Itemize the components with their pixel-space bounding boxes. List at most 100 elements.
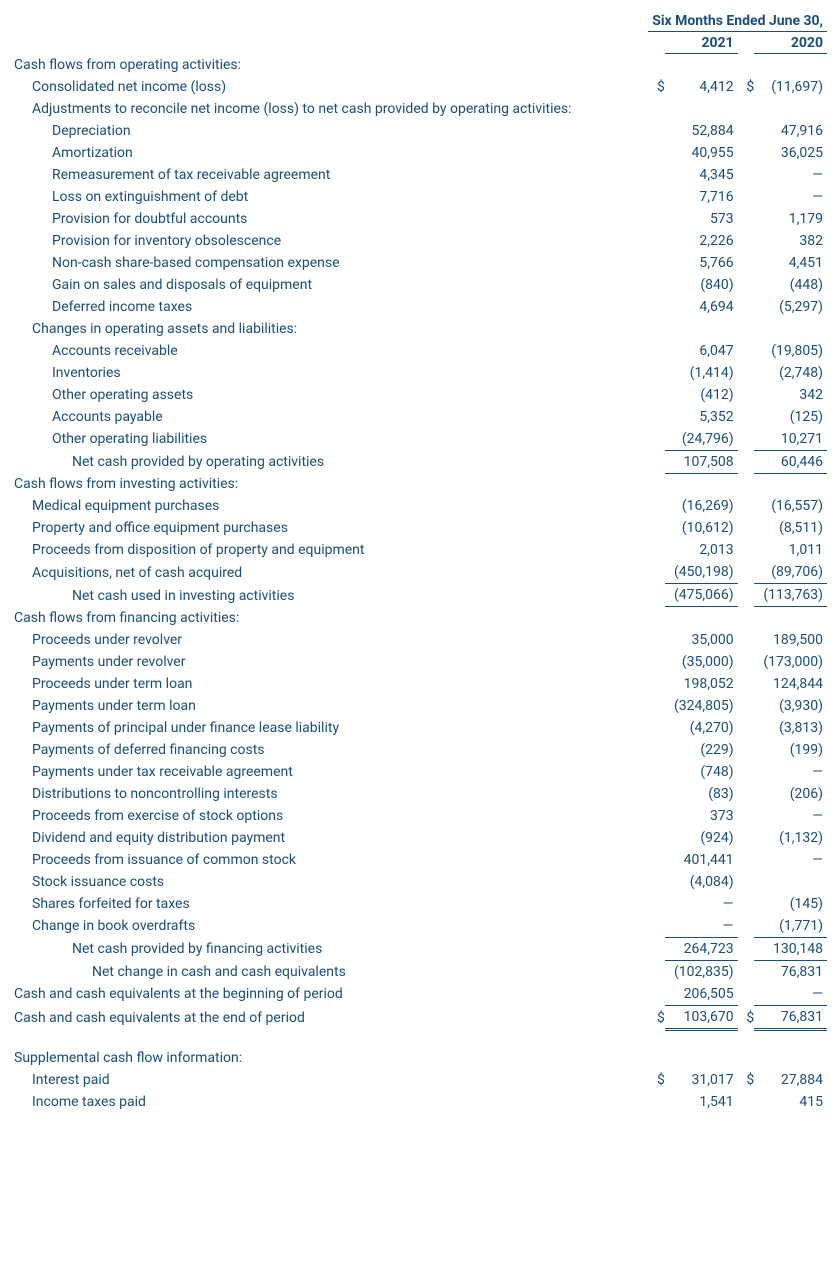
currency-symbol: [648, 230, 665, 252]
currency-symbol: [648, 651, 665, 673]
row-label: Proceeds from exercise of stock options: [10, 805, 648, 827]
row-label: Remeasurement of tax receivable agreemen…: [10, 164, 648, 186]
header-row: 20212020: [10, 32, 827, 54]
value-2021: 401,441: [665, 849, 738, 871]
row-label: Medical equipment purchases: [10, 495, 648, 517]
value-2020: 10,271: [754, 428, 827, 451]
row-label: Payments under term loan: [10, 695, 648, 717]
table-row: Other operating assets(412)342: [10, 384, 827, 406]
value-2021: (1,414): [665, 362, 738, 384]
table-row: Net cash used in investing activities(47…: [10, 584, 827, 607]
value-2020: (2,748): [754, 362, 827, 384]
value-2020: (3,930): [754, 695, 827, 717]
value-2020: (145): [754, 893, 827, 915]
value-2020: 47,916: [754, 120, 827, 142]
currency-symbol: [738, 186, 755, 208]
currency-symbol: [738, 230, 755, 252]
table-row: Adjustments to reconcile net income (los…: [10, 98, 827, 120]
table-row: Proceeds from exercise of stock options3…: [10, 805, 827, 827]
row-label: Deferred income taxes: [10, 296, 648, 318]
currency-symbol: [648, 915, 665, 938]
table-row: Payments under tax receivable agreement(…: [10, 761, 827, 783]
table-row: Inventories(1,414)(2,748): [10, 362, 827, 384]
value-2020: (19,805): [754, 340, 827, 362]
currency-symbol: [648, 827, 665, 849]
blank: [648, 32, 665, 54]
currency-symbol: [738, 893, 755, 915]
table-row: Proceeds from disposition of property an…: [10, 539, 827, 561]
table-row: Property and office equipment purchases(…: [10, 517, 827, 539]
currency-symbol: [738, 1091, 755, 1113]
table-row: Amortization40,95536,025: [10, 142, 827, 164]
currency-symbol: [648, 893, 665, 915]
blank: [665, 473, 738, 495]
value-2020: [754, 98, 827, 120]
value-2021: (4,084): [665, 871, 738, 893]
year-header: 2021: [665, 32, 738, 54]
currency-symbol: [648, 937, 665, 960]
row-label: Stock issuance costs: [10, 871, 648, 893]
value-2021: 6,047: [665, 340, 738, 362]
row-label: Accounts receivable: [10, 340, 648, 362]
blank: [754, 54, 827, 76]
row-label: Interest paid: [10, 1069, 648, 1091]
currency-symbol: [648, 406, 665, 428]
currency-symbol: [738, 340, 755, 362]
cashflow-table: Six Months Ended June 30,20212020Cash fl…: [10, 10, 827, 1113]
section-title-row: Cash flows from operating activities:: [10, 54, 827, 76]
currency-symbol: [738, 539, 755, 561]
table-row: Net change in cash and cash equivalents(…: [10, 960, 827, 983]
value-2021: 107,508: [665, 450, 738, 473]
value-2020: (125): [754, 406, 827, 428]
value-2020: —: [754, 983, 827, 1006]
value-2021: —: [665, 893, 738, 915]
table-row: Payments under revolver(35,000)(173,000): [10, 651, 827, 673]
value-2021: [665, 318, 738, 340]
currency-symbol: [648, 1091, 665, 1113]
currency-symbol: [738, 164, 755, 186]
section-title-row: Cash flows from financing activities:: [10, 607, 827, 629]
value-2020: —: [754, 849, 827, 871]
row-label: Distributions to noncontrolling interest…: [10, 783, 648, 805]
currency-symbol: [738, 695, 755, 717]
value-2020: 27,884: [754, 1069, 827, 1091]
currency-symbol: [738, 805, 755, 827]
currency-symbol: [738, 849, 755, 871]
value-2021: [665, 98, 738, 120]
value-2021: 2,226: [665, 230, 738, 252]
currency-symbol: [648, 186, 665, 208]
currency-symbol: [648, 142, 665, 164]
section-title: Supplemental cash flow information:: [10, 1047, 648, 1069]
value-2020: 60,446: [754, 450, 827, 473]
currency-symbol: $: [738, 76, 755, 98]
value-2020: (11,697): [754, 76, 827, 98]
currency-symbol: [738, 827, 755, 849]
currency-symbol: [738, 761, 755, 783]
value-2020: —: [754, 805, 827, 827]
row-label: Proceeds from issuance of common stock: [10, 849, 648, 871]
currency-symbol: [648, 164, 665, 186]
row-label: Changes in operating assets and liabilit…: [10, 318, 648, 340]
currency-symbol: [648, 805, 665, 827]
value-2020: 130,148: [754, 937, 827, 960]
table-row: Provision for inventory obsolescence2,22…: [10, 230, 827, 252]
row-label: Cash and cash equivalents at the end of …: [10, 1005, 648, 1029]
value-2020: (206): [754, 783, 827, 805]
blank: [665, 607, 738, 629]
value-2021: (102,835): [665, 960, 738, 983]
value-2021: 1,541: [665, 1091, 738, 1113]
currency-symbol: [648, 783, 665, 805]
value-2021: 2,013: [665, 539, 738, 561]
currency-symbol: [648, 340, 665, 362]
value-2020: (1,771): [754, 915, 827, 938]
currency-symbol: [648, 717, 665, 739]
table-row: Net cash provided by operating activitie…: [10, 450, 827, 473]
currency-symbol: [648, 495, 665, 517]
table-row: Other operating liabilities(24,796)10,27…: [10, 428, 827, 451]
section-title: Cash flows from financing activities:: [10, 607, 648, 629]
value-2021: 52,884: [665, 120, 738, 142]
value-2020: 4,451: [754, 252, 827, 274]
value-2021: (16,269): [665, 495, 738, 517]
row-label: Non-cash share-based compensation expens…: [10, 252, 648, 274]
row-label: Change in book overdrafts: [10, 915, 648, 938]
